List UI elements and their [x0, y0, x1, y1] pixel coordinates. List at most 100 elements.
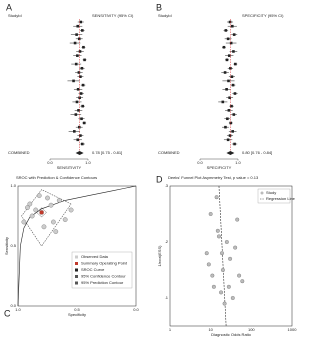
point-estimate [222, 45, 226, 49]
point-estimate [75, 100, 79, 104]
point-estimate [80, 117, 83, 121]
point-estimate [228, 134, 232, 137]
point-estimate [73, 130, 76, 133]
point-estimate [76, 24, 80, 28]
legend-swatch [75, 255, 78, 259]
study-point [226, 284, 231, 289]
y-tick-label: .1 [165, 295, 169, 300]
chart-title: Deeks' Funnel Plot Asymmetry Test, p val… [168, 175, 259, 180]
study-point [219, 290, 223, 295]
point-estimate [227, 54, 231, 57]
point-estimate [73, 41, 77, 45]
x-tick-label: 100 [248, 327, 255, 332]
legend-swatch [75, 281, 78, 285]
point-estimate [223, 71, 227, 74]
point-estimate [81, 142, 84, 146]
x-tick-label: 1 [169, 327, 172, 332]
combined-diamond [226, 151, 235, 155]
observed-point [68, 207, 74, 213]
y-tick-label: .3 [165, 183, 169, 188]
point-estimate [81, 83, 85, 87]
legend-box [71, 251, 133, 289]
point-estimate [225, 88, 228, 91]
point-estimate [231, 24, 234, 28]
observed-point [21, 219, 27, 225]
column-header: StudyId [158, 13, 172, 18]
point-estimate [221, 100, 225, 104]
observed-point [51, 219, 56, 225]
legend-label: 95% Prediction Contour [81, 280, 124, 285]
x-tick-label: 1000 [288, 327, 298, 332]
panel-label: D [156, 174, 163, 184]
observed-point [45, 195, 50, 201]
study-point [230, 296, 235, 300]
point-estimate [76, 138, 80, 142]
study-point [222, 301, 227, 306]
point-estimate [74, 113, 78, 116]
point-estimate [79, 20, 83, 24]
point-estimate [226, 37, 230, 41]
point-estimate [227, 109, 231, 112]
x-tick-label: 0.0 [47, 160, 53, 165]
observed-point [56, 198, 62, 203]
column-header: SENSITIVITY (95% CI) [92, 13, 134, 18]
point-estimate [229, 66, 232, 70]
panel-label: C [4, 308, 11, 318]
point-estimate [232, 33, 236, 36]
panel-label: A [6, 2, 12, 12]
point-estimate [81, 104, 84, 108]
observed-point [27, 201, 33, 207]
x-tick-label: 0.5 [74, 307, 80, 312]
point-estimate [79, 134, 82, 137]
point-estimate [82, 121, 86, 125]
point-estimate [77, 37, 81, 41]
legend-swatch [75, 268, 78, 272]
legend-swatch [75, 275, 78, 278]
point-estimate [77, 125, 81, 129]
study-point [211, 284, 216, 289]
observed-point [62, 217, 68, 222]
legend-label: Regression Line [266, 196, 296, 201]
study-point [210, 273, 215, 278]
observed-point [48, 202, 54, 208]
plot-frame [169, 185, 293, 327]
sroc-curve [17, 185, 137, 307]
x-tick-label: 1.0 [15, 307, 21, 312]
y-tick-label: 0.0 [10, 303, 16, 308]
point-estimate [233, 142, 236, 146]
study-point [208, 212, 213, 216]
point-estimate [226, 117, 229, 121]
x-tick-label: 1.0 [85, 160, 91, 165]
combined-name: COMBINED [158, 150, 180, 155]
point-estimate [228, 96, 231, 100]
column-header: StudyId [8, 13, 22, 18]
column-header: SPECIFICITY (95% CI) [242, 13, 284, 18]
point-estimate [79, 92, 83, 95]
observed-point [25, 205, 30, 210]
y-axis-title: Sensitivity [4, 237, 9, 255]
combined-diamond [75, 151, 84, 155]
legend-label: Summary Operating Point [81, 261, 128, 266]
y-tick-label: .2 [165, 239, 169, 244]
point-estimate [231, 83, 235, 87]
x-tick-label: 1.0 [235, 160, 241, 165]
point-estimate [232, 50, 235, 53]
study-point [220, 251, 224, 256]
observed-point [53, 229, 59, 234]
legend-label: SROC Curve [81, 267, 105, 272]
point-estimate [224, 29, 228, 32]
point-estimate [226, 138, 230, 142]
point-estimate [231, 130, 234, 133]
y-tick-label: 1.0 [10, 183, 16, 188]
point-estimate [83, 58, 86, 62]
x-tick-label: 0.0 [197, 160, 203, 165]
study-point [233, 245, 238, 250]
chart-title: SROC with Prediction & Confidence Contou… [16, 175, 97, 180]
point-estimate [77, 109, 80, 112]
x-axis-title: Diagnostic Odds Ratio [211, 332, 252, 337]
point-estimate [229, 121, 233, 125]
point-estimate [72, 79, 75, 83]
point-estimate [227, 79, 230, 83]
study-point [215, 228, 220, 233]
